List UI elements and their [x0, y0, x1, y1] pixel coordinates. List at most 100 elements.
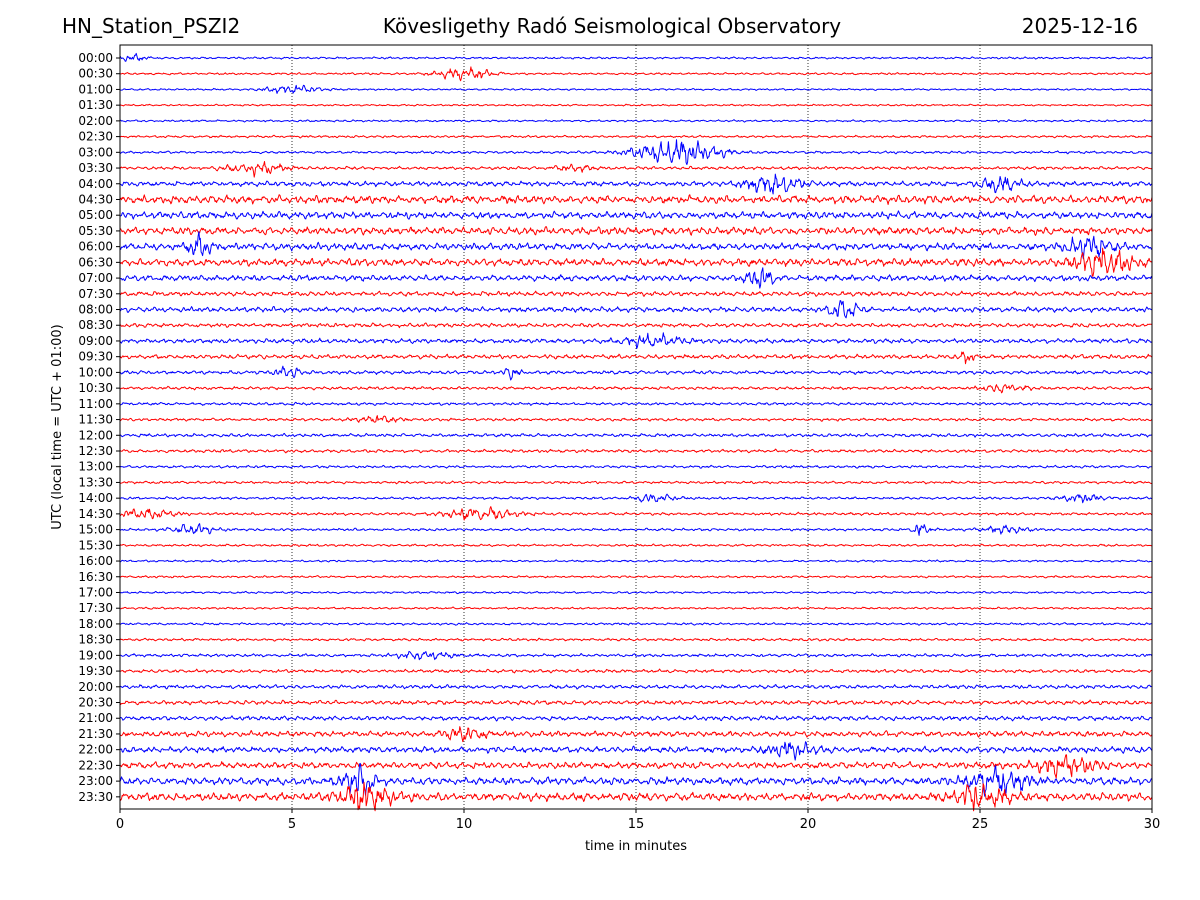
row-label-1900: 19:00 — [78, 648, 113, 662]
row-label-1630: 16:30 — [78, 570, 113, 584]
trace-2030 — [119, 699, 1153, 706]
trace-1400 — [119, 493, 1153, 504]
row-label-2200: 22:00 — [78, 743, 113, 757]
row-label-1500: 15:00 — [78, 523, 113, 537]
row-label-0700: 07:00 — [78, 271, 113, 285]
x-tick-label-15: 15 — [628, 817, 645, 832]
x-tick-label-5: 5 — [288, 817, 296, 832]
row-label-0530: 05:30 — [78, 224, 113, 238]
trace-1330 — [119, 480, 1153, 485]
row-label-0800: 08:00 — [78, 303, 113, 317]
trace-0900 — [119, 332, 1153, 349]
trace-0730 — [119, 290, 1153, 297]
row-label-0930: 09:30 — [78, 350, 113, 364]
trace-1200 — [119, 432, 1153, 438]
trace-2100 — [119, 715, 1153, 722]
row-label-0500: 05:00 — [78, 208, 113, 222]
row-label-1200: 12:00 — [78, 428, 113, 442]
row-label-0100: 01:00 — [78, 82, 113, 96]
row-label-1530: 15:30 — [78, 538, 113, 552]
trace-1000 — [119, 365, 1153, 381]
trace-1600 — [119, 559, 1153, 563]
trace-1930 — [119, 668, 1153, 674]
row-label-0830: 08:30 — [78, 318, 113, 332]
x-axis-label: time in minutes — [585, 839, 687, 854]
row-label-2130: 21:30 — [78, 727, 113, 741]
row-label-0200: 02:00 — [78, 114, 113, 128]
trace-0600 — [119, 231, 1153, 260]
y-axis-label: UTC (local time = UTC + 01:00) — [50, 324, 65, 529]
station-name: HN_Station_PSZI2 — [62, 14, 241, 38]
trace-1900 — [119, 650, 1153, 661]
row-label-1800: 18:00 — [78, 617, 113, 631]
trace-1630 — [119, 575, 1153, 579]
trace-1830 — [119, 637, 1153, 642]
row-label-1400: 14:00 — [78, 491, 113, 505]
grid-lines — [291, 45, 981, 809]
row-label-1100: 11:00 — [78, 397, 113, 411]
row-label-1730: 17:30 — [78, 601, 113, 615]
trace-2000 — [119, 684, 1153, 690]
trace-1130 — [119, 415, 1153, 423]
row-label-0600: 06:00 — [78, 240, 113, 254]
trace-1430 — [119, 506, 1153, 521]
row-label-0130: 01:30 — [78, 98, 113, 112]
row-label-0030: 00:30 — [78, 67, 113, 81]
trace-0830 — [119, 322, 1153, 329]
row-label-1430: 14:30 — [78, 507, 113, 521]
row-label-1930: 19:30 — [78, 664, 113, 678]
trace-1730 — [119, 606, 1153, 610]
trace-0800 — [119, 300, 1153, 319]
trace-1700 — [119, 590, 1153, 595]
row-label-0330: 03:30 — [78, 161, 113, 175]
trace-2200 — [119, 741, 1153, 761]
trace-2130 — [119, 726, 1153, 743]
row-label-2230: 22:30 — [78, 758, 113, 772]
row-label-1030: 10:30 — [78, 381, 113, 395]
row-label-1000: 10:00 — [78, 365, 113, 379]
row-label-2330: 23:30 — [78, 790, 113, 804]
row-label-0230: 02:30 — [78, 130, 113, 144]
row-label-2300: 23:00 — [78, 774, 113, 788]
trace-0230 — [119, 134, 1153, 139]
x-tick-label-25: 25 — [972, 817, 989, 832]
trace-0130 — [119, 103, 1153, 107]
trace-0000 — [119, 52, 1153, 62]
x-axis: 0 5 10 15 20 25 30 — [116, 809, 1160, 832]
row-label-1300: 13:00 — [78, 460, 113, 474]
trace-0330 — [119, 161, 1153, 178]
trace-2330 — [119, 781, 1153, 812]
row-label-0730: 07:30 — [78, 287, 113, 301]
trace-2300 — [119, 762, 1153, 797]
row-label-0630: 06:30 — [78, 255, 113, 269]
trace-0530 — [119, 226, 1153, 236]
trace-1100 — [119, 401, 1153, 406]
row-label-1130: 11:30 — [78, 413, 113, 427]
trace-1530 — [119, 543, 1153, 548]
row-label-1330: 13:30 — [78, 475, 113, 489]
trace-0930 — [119, 351, 1153, 365]
row-label-2100: 21:00 — [78, 711, 113, 725]
trace-0030 — [119, 66, 1153, 82]
row-label-2030: 20:30 — [78, 696, 113, 710]
trace-0430 — [119, 194, 1153, 205]
row-label-0000: 00:00 — [78, 51, 113, 65]
row-label-0400: 04:00 — [78, 177, 113, 191]
trace-0630 — [119, 247, 1153, 277]
trace-0700 — [119, 267, 1153, 289]
row-label-1600: 16:00 — [78, 554, 113, 568]
chart-title: Kövesligethy Radó Seismological Observat… — [382, 14, 842, 38]
row-label-1700: 17:00 — [78, 585, 113, 599]
trace-1230 — [119, 448, 1152, 454]
chart-date: 2025-12-16 — [1021, 14, 1138, 38]
trace-1800 — [119, 622, 1153, 626]
trace-0300 — [119, 139, 1153, 165]
row-label-0900: 09:00 — [78, 334, 113, 348]
trace-0100 — [119, 84, 1153, 94]
row-label-2000: 20:00 — [78, 680, 113, 694]
row-label-1830: 18:30 — [78, 633, 113, 647]
x-tick-label-30: 30 — [1144, 817, 1161, 832]
trace-1030 — [119, 384, 1153, 394]
